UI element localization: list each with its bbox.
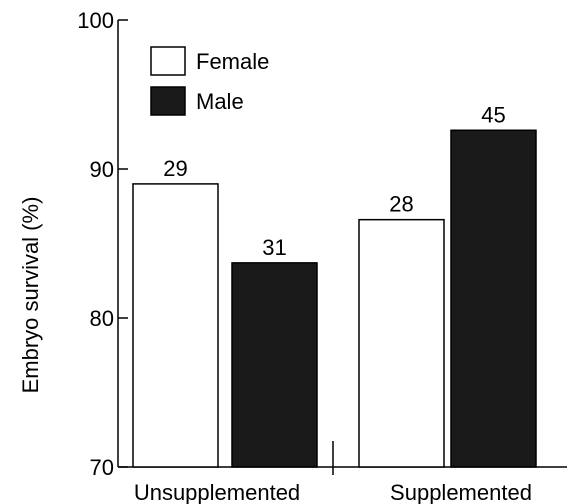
y-tick-label: 90 [90,157,114,182]
legend: Female Male [150,46,269,116]
legend-swatch-female [150,46,186,76]
y-tick-label: 80 [90,306,114,331]
legend-label: Female [196,49,269,74]
y-tick-label: 70 [90,455,114,480]
bar-female-supplemented [358,218,445,468]
bar-count-label: 29 [163,156,187,181]
bar-female-unsupplemented [132,183,219,468]
bar-male-unsupplemented [231,262,318,468]
y-axis: 70 80 90 100 [77,8,128,480]
bar-count-label: 31 [262,235,286,260]
bar-male-supplemented [450,129,537,468]
legend-swatch-male [150,86,186,116]
x-category-label: Supplemented [390,480,532,504]
legend-label: Male [196,89,244,114]
bar-count-labels: 29 28 31 45 [163,102,505,260]
y-tick-label: 100 [77,8,114,33]
bar-count-label: 28 [389,192,413,217]
x-category-label: Unsupplemented [134,480,300,504]
y-axis-label: Embryo survival (%) [18,197,43,394]
bar-count-label: 45 [481,102,505,127]
bars [132,129,537,468]
